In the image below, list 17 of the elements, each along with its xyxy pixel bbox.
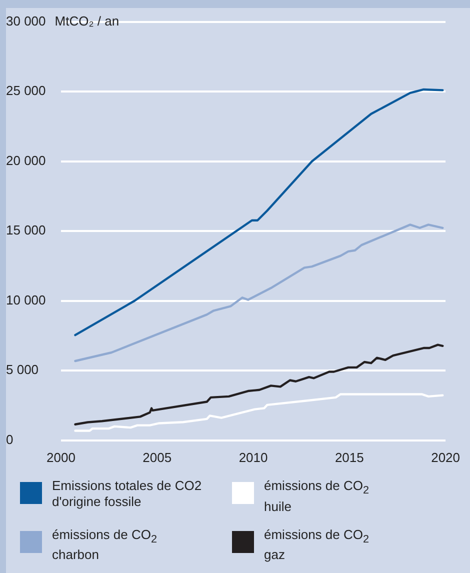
x-tick-label: 2010 [238,450,268,465]
x-tick-label: 2020 [431,450,460,465]
y-tick-label: 5 000 [6,362,39,378]
x-tick-label: 2005 [142,450,172,465]
y-tick-label: 0 [6,432,14,447]
y-tick-label: 10 000 [6,292,46,308]
text: émissions de CO$_{2}$ gaz [264,526,370,562]
text: émissions de CO$_{2}$ huile [264,478,370,514]
y-tick-label: 30 000 [6,13,46,28]
y-tick-label: 25 000 [6,83,46,98]
x-tick-label: 2015 [334,450,364,465]
x-tick-label: 2000 [46,450,76,465]
text: émissions de CO$_{2}$ charbon [52,526,158,562]
y-axis-title: MtCO₂ / an [54,13,120,28]
y-tick-label: 20 000 [6,152,46,168]
y-tick-label: 15 000 [6,222,46,238]
legend-label: Emissions totales de CO2 d'origine fossile [52,478,202,510]
